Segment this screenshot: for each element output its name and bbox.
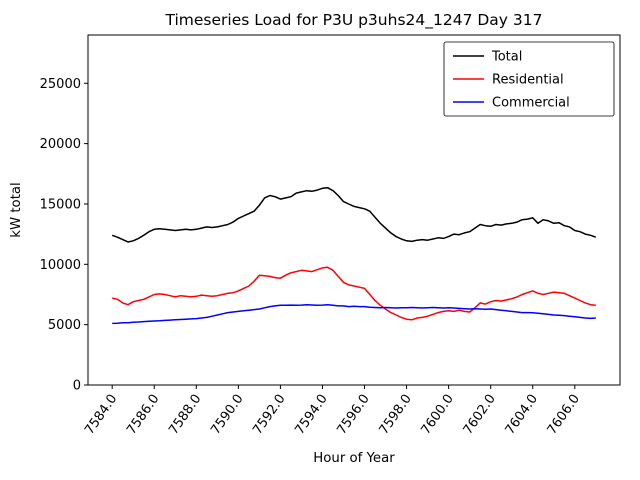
series-line-total xyxy=(111,186,597,243)
y-tick-label: 0 xyxy=(73,379,81,394)
y-tick-label: 10000 xyxy=(40,258,81,273)
legend-box xyxy=(443,41,615,117)
legend-label-residential: Residential xyxy=(492,73,564,88)
y-tick-label: 15000 xyxy=(40,197,81,212)
chart-title: Timeseries Load for P3U p3uhs24_1247 Day… xyxy=(165,11,543,30)
y-axis-label: kW total xyxy=(9,182,24,237)
x-axis-label: Hour of Year xyxy=(313,451,395,466)
y-tick-label: 25000 xyxy=(40,77,81,92)
legend-label-commercial: Commercial xyxy=(492,96,570,111)
y-tick-label: 20000 xyxy=(40,137,81,152)
axes-spines xyxy=(87,34,621,386)
legend-label-total: Total xyxy=(491,50,522,65)
series-line-commercial xyxy=(112,303,596,325)
y-tick-label: 5000 xyxy=(48,318,81,333)
series-line-residential xyxy=(112,266,596,321)
